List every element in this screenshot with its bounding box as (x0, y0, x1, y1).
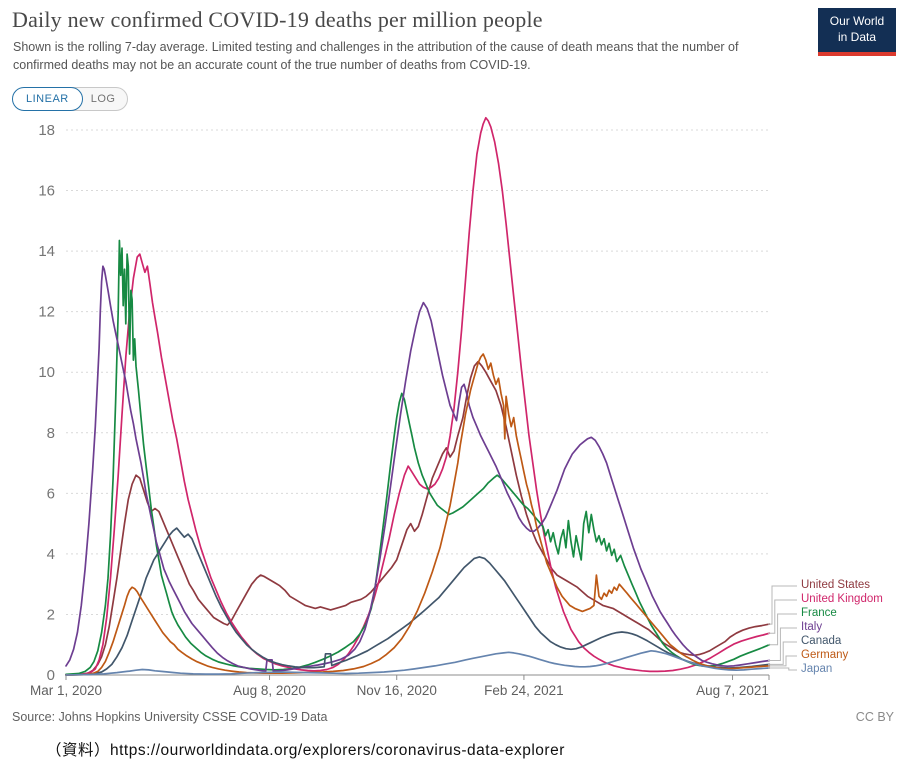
y-axis-tick-label: 4 (47, 546, 55, 563)
scale-toggle: LINEAR LOG (12, 87, 129, 111)
linear-button[interactable]: LINEAR (12, 87, 83, 111)
y-axis-tick-label: 14 (38, 243, 55, 260)
legend-item-france[interactable]: France (801, 607, 837, 619)
license-badge[interactable]: CC BY (855, 710, 894, 724)
y-axis-tick-label: 18 (38, 122, 55, 139)
citation-annotation: （資料）https://ourworldindata.org/explorers… (46, 742, 565, 759)
x-axis-tick-label: Mar 1, 2020 (30, 683, 102, 698)
y-axis-tick-label: 0 (47, 667, 55, 684)
legend-item-italy[interactable]: Italy (801, 621, 823, 633)
series-line-japan[interactable] (65, 649, 771, 676)
legend-connector (768, 599, 797, 634)
x-axis-tick-label: Aug 8, 2020 (233, 683, 306, 698)
legend-item-canada[interactable]: Canada (801, 635, 842, 647)
y-axis-tick-label: 6 (47, 485, 55, 502)
owid-logo: Our World in Data (818, 8, 896, 57)
x-axis-tick-label: Aug 7, 2021 (696, 683, 769, 698)
y-axis-tick-label: 12 (38, 304, 55, 321)
series-line-united-states[interactable] (65, 360, 771, 676)
y-axis-tick-label: 2 (47, 606, 55, 623)
legend-item-united-kingdom[interactable]: United Kingdom (801, 593, 883, 605)
legend-connector (768, 585, 797, 625)
legend-connector (768, 627, 797, 661)
y-axis-tick-label: 16 (38, 183, 55, 200)
legend-connector (768, 613, 797, 646)
owid-logo-line2: in Data (837, 29, 877, 44)
series-line-germany[interactable] (65, 353, 771, 676)
x-axis-tick-label: Nov 16, 2020 (357, 683, 437, 698)
y-axis-tick-label: 10 (38, 364, 55, 381)
legend-connector (768, 667, 797, 671)
series-line-italy[interactable] (65, 265, 771, 672)
legend-item-germany[interactable]: Germany (801, 649, 849, 661)
legend-item-united-states[interactable]: United States (801, 579, 871, 591)
series-line-united-kingdom[interactable] (65, 116, 771, 676)
series-line-france[interactable] (65, 239, 771, 676)
series-line-canada[interactable] (65, 527, 771, 676)
chart-subtitle: Shown is the rolling 7-day average. Limi… (13, 40, 739, 72)
owid-logo-line1: Our World (829, 14, 885, 28)
legend-connector (768, 655, 797, 667)
x-axis-tick-label: Feb 24, 2021 (484, 683, 564, 698)
page-title: Daily new confirmed COVID-19 deaths per … (12, 7, 543, 32)
source-note: Source: Johns Hopkins University CSSE CO… (12, 710, 328, 724)
y-axis-tick-label: 8 (47, 425, 55, 442)
legend-connector (768, 641, 797, 665)
legend-item-japan[interactable]: Japan (801, 663, 833, 675)
